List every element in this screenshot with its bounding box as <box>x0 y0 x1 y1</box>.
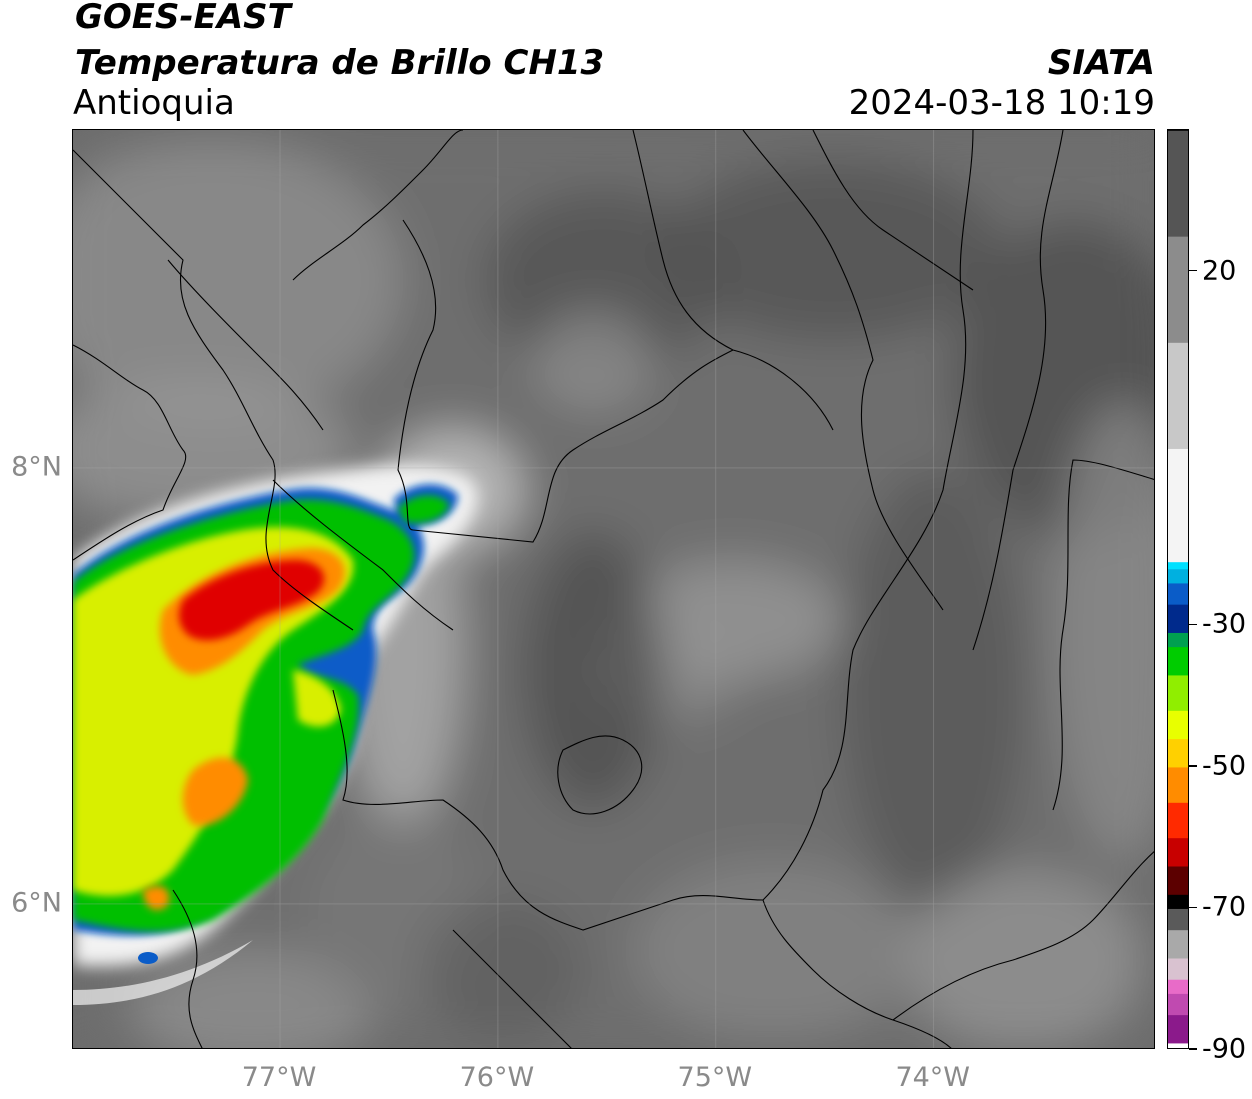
y-tick-label: 8°N <box>11 451 62 483</box>
colorbar-band <box>1168 568 1188 584</box>
colorbar-band <box>1168 604 1188 633</box>
antioquia-west <box>272 479 454 631</box>
datetime-label: 2024-03-18 10:19 <box>848 83 1155 123</box>
panama-border <box>73 344 187 561</box>
colorbar-band <box>1168 632 1188 648</box>
x-tick-label: 76°W <box>459 1062 535 1093</box>
caldas-border <box>452 929 572 1048</box>
boyaca-border <box>972 130 1064 651</box>
east-border <box>1052 459 1154 811</box>
cesar-border <box>812 130 974 291</box>
colorbar-band <box>1168 802 1188 839</box>
colorbar-band <box>1168 236 1188 343</box>
colorbar-tick-mark <box>1189 269 1197 272</box>
y-tick-label: 6°N <box>11 887 62 919</box>
antioquia-north-east <box>397 219 734 543</box>
satellite-title: GOES-EAST <box>75 0 291 37</box>
colorbar-band <box>1168 894 1188 909</box>
x-tick-label: 77°W <box>241 1062 317 1093</box>
colorbar-tick-label: -70 <box>1202 891 1247 923</box>
colorbar-band <box>1168 130 1188 131</box>
colorbar-tick-mark <box>1189 1048 1197 1050</box>
colorbar-band <box>1168 710 1188 740</box>
colorbar-band <box>1168 342 1188 449</box>
south-antioquia <box>332 689 764 931</box>
satellite-map <box>72 129 1155 1049</box>
colorbar-band <box>1168 582 1188 605</box>
product-title: Temperatura de Brillo CH13 <box>75 43 605 83</box>
organization-label: SIATA <box>1047 43 1155 83</box>
x-tick-label: 74°W <box>895 1062 971 1093</box>
colorbar-band <box>1168 993 1188 1016</box>
cordoba-bolivar <box>632 130 834 431</box>
colorbar-tick-label: 20 <box>1202 255 1237 287</box>
cundinamarca-border <box>892 851 1154 1021</box>
colorbar-band <box>1168 448 1188 563</box>
santander-border <box>742 130 944 611</box>
colorbar-tick-mark <box>1189 623 1197 626</box>
region-label: Antioquia <box>73 83 235 123</box>
colorbar-band <box>1168 130 1188 237</box>
colorbar-band <box>1168 929 1188 959</box>
colorbar-band <box>1168 958 1188 980</box>
colorbar-band <box>1168 908 1188 931</box>
colorbar-band <box>1168 837 1188 867</box>
colorbar-band <box>1168 1014 1188 1044</box>
convective-storm-complex <box>73 465 478 1005</box>
administrative-boundaries <box>73 130 1154 1048</box>
river-atrato <box>167 259 324 431</box>
colorbar-tick-label: -90 <box>1202 1033 1247 1065</box>
colorbar-band <box>1168 979 1188 994</box>
colorbar-band <box>1168 561 1188 570</box>
colorbar-band <box>1168 674 1188 711</box>
brightness-temperature-field <box>73 130 1154 1048</box>
colorbar-band <box>1168 646 1188 676</box>
gulf-shore <box>292 130 464 281</box>
coastline-uraba <box>73 149 354 631</box>
map-gridlines <box>73 130 1154 1048</box>
colorbar-gradient <box>1168 130 1188 1048</box>
tolima-border <box>762 899 952 1048</box>
colorbar-tick-mark <box>1189 765 1197 767</box>
colorbar-tick-mark <box>1189 906 1197 909</box>
x-tick-label: 75°W <box>677 1062 753 1093</box>
colorbar-band <box>1168 738 1188 768</box>
colorbar-band <box>1168 1042 1188 1048</box>
choco-south <box>172 889 203 1048</box>
colorbar-tick-label: -50 <box>1202 750 1247 782</box>
colorbar-band <box>1168 766 1188 803</box>
colorbar-tick-label: -30 <box>1202 608 1247 640</box>
temperature-colorbar <box>1167 129 1189 1049</box>
medellin-area <box>557 735 643 815</box>
colorbar-band <box>1168 866 1188 895</box>
